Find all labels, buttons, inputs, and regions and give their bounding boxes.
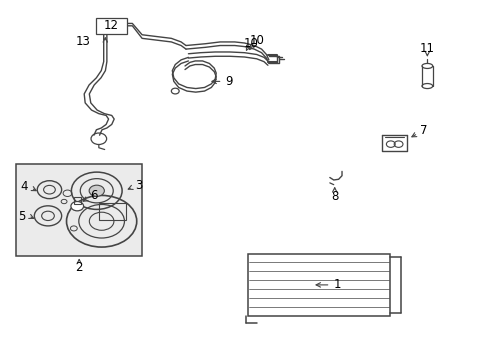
Text: 13: 13: [76, 35, 91, 48]
Bar: [99, 203, 126, 220]
Text: 7: 7: [419, 124, 427, 138]
Text: 6: 6: [90, 189, 98, 202]
Bar: [96, 18, 127, 34]
Text: 5: 5: [19, 210, 26, 223]
Text: 1: 1: [333, 278, 341, 291]
Text: 3: 3: [135, 179, 142, 192]
Text: 9: 9: [224, 75, 232, 88]
Text: 12: 12: [104, 19, 119, 32]
Text: 11: 11: [419, 41, 434, 54]
Text: 8: 8: [330, 190, 338, 203]
Text: 10: 10: [249, 34, 264, 48]
Bar: [16, 164, 142, 256]
Bar: [248, 253, 389, 316]
Circle shape: [71, 202, 83, 211]
Text: 4: 4: [20, 180, 28, 193]
Circle shape: [89, 185, 104, 196]
Text: 2: 2: [75, 261, 83, 274]
Text: 10: 10: [243, 36, 258, 50]
Bar: [74, 197, 81, 204]
